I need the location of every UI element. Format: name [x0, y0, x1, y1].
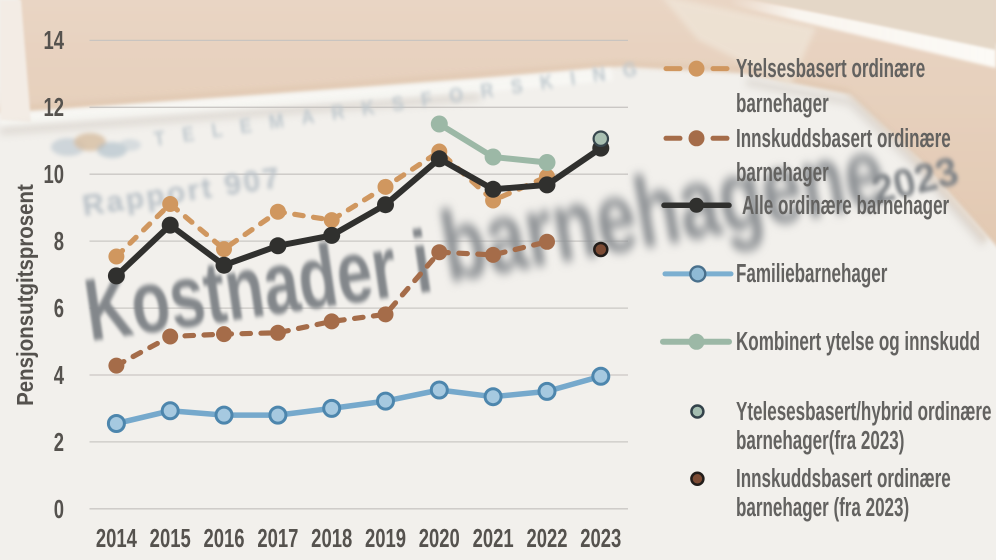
svg-text:2014: 2014 — [96, 524, 137, 553]
svg-text:barnehager: barnehager — [736, 157, 829, 187]
svg-text:Ytelesesbasert/hybrid ordinære: Ytelesesbasert/hybrid ordinære — [736, 396, 991, 426]
svg-text:barnehager: barnehager — [736, 88, 829, 118]
svg-text:Kombinert ytelse og innskudd: Kombinert ytelse og innskudd — [736, 326, 980, 356]
svg-text:Innskuddsbasert ordinære: Innskuddsbasert ordinære — [736, 123, 951, 153]
svg-text:Alle ordinære barnehager: Alle ordinære barnehager — [742, 190, 950, 220]
svg-text:12: 12 — [43, 93, 64, 122]
svg-text:2023: 2023 — [580, 524, 621, 553]
svg-text:8: 8 — [54, 227, 64, 256]
svg-text:Pensjonsutgitsprosent: Pensjonsutgitsprosent — [12, 184, 38, 406]
svg-text:Innskuddsbasert ordinære: Innskuddsbasert ordinære — [736, 463, 951, 493]
svg-text:Ytelsesbasert ordinære: Ytelsesbasert ordinære — [736, 53, 925, 83]
svg-text:barnehager(fra 2023): barnehager(fra 2023) — [736, 425, 904, 455]
svg-text:6: 6 — [54, 294, 64, 323]
svg-text:2018: 2018 — [311, 524, 352, 553]
svg-text:2: 2 — [54, 428, 64, 457]
svg-text:Familiebarnehager: Familiebarnehager — [736, 258, 888, 288]
svg-text:0: 0 — [54, 495, 64, 524]
svg-text:10: 10 — [43, 160, 64, 189]
svg-text:2017: 2017 — [257, 524, 298, 553]
svg-text:2020: 2020 — [419, 524, 460, 553]
svg-text:2021: 2021 — [473, 524, 514, 553]
svg-text:barnehager (fra 2023): barnehager (fra 2023) — [736, 492, 909, 522]
svg-text:2019: 2019 — [365, 524, 406, 553]
svg-text:2015: 2015 — [150, 524, 191, 553]
svg-text:2016: 2016 — [203, 524, 244, 553]
svg-text:4: 4 — [54, 361, 65, 390]
svg-text:14: 14 — [43, 26, 64, 55]
svg-text:2022: 2022 — [526, 524, 567, 553]
